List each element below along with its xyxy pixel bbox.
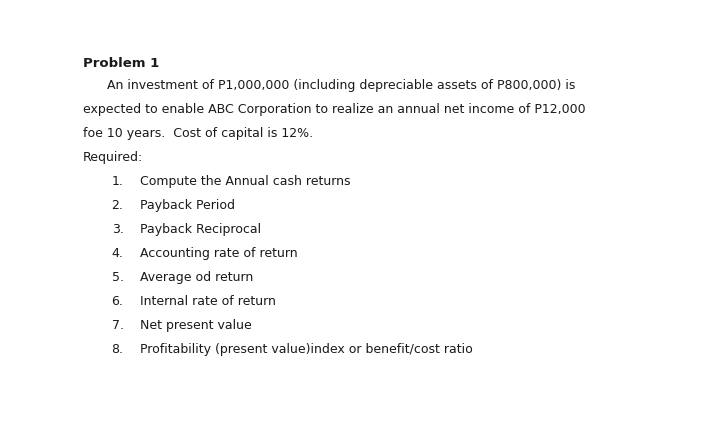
Text: 8.: 8. [112,343,124,356]
Text: Problem 1: Problem 1 [83,57,159,70]
Text: Average od return: Average od return [140,271,253,284]
Text: 5.: 5. [112,271,124,284]
Text: expected to enable ABC Corporation to realize an annual net income of P12,000: expected to enable ABC Corporation to re… [83,103,585,116]
Text: An investment of P1,000,000 (including depreciable assets of P800,000) is: An investment of P1,000,000 (including d… [83,79,575,92]
Text: Payback Reciprocal: Payback Reciprocal [140,223,261,236]
Text: 6.: 6. [112,295,123,308]
Text: 7.: 7. [112,319,124,332]
Text: Profitability (present value)index or benefit/cost ratio: Profitability (present value)index or be… [140,343,473,356]
Text: 1.: 1. [112,175,123,188]
Text: 3.: 3. [112,223,123,236]
Text: Required:: Required: [83,151,143,164]
Text: Compute the Annual cash returns: Compute the Annual cash returns [140,175,351,188]
Text: 4.: 4. [112,247,123,260]
Text: 2.: 2. [112,199,123,212]
Text: Internal rate of return: Internal rate of return [140,295,276,308]
Text: Payback Period: Payback Period [140,199,235,212]
Text: Accounting rate of return: Accounting rate of return [140,247,298,260]
Text: foe 10 years.  Cost of capital is 12%.: foe 10 years. Cost of capital is 12%. [83,127,313,140]
Text: Net present value: Net present value [140,319,252,332]
